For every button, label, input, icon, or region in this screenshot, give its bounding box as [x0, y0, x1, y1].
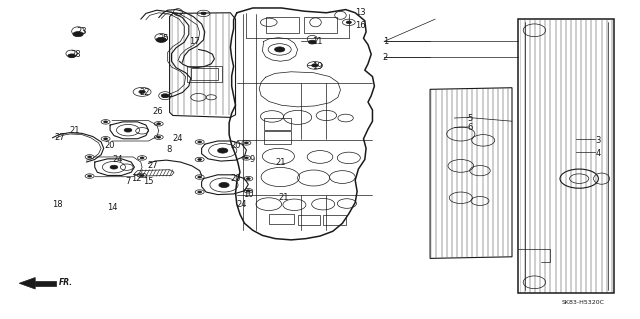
Text: 26: 26: [152, 107, 163, 116]
Circle shape: [161, 94, 169, 98]
Circle shape: [201, 12, 206, 15]
Text: 2: 2: [383, 53, 388, 62]
Circle shape: [157, 136, 161, 138]
Text: 21: 21: [278, 193, 289, 202]
Bar: [323, 215, 346, 225]
Circle shape: [104, 121, 108, 123]
Text: 24: 24: [237, 200, 247, 209]
Text: 3: 3: [595, 136, 600, 145]
Circle shape: [244, 157, 248, 159]
Bar: [298, 215, 320, 225]
Circle shape: [198, 141, 202, 143]
Circle shape: [157, 123, 161, 125]
Text: 12: 12: [131, 174, 141, 183]
Circle shape: [312, 64, 318, 67]
Text: 21: 21: [275, 158, 285, 167]
Polygon shape: [35, 281, 56, 286]
Circle shape: [198, 159, 202, 160]
Text: 5: 5: [467, 114, 472, 122]
Circle shape: [219, 182, 229, 188]
Text: 6: 6: [467, 123, 472, 132]
Circle shape: [246, 178, 250, 180]
Text: 22: 22: [140, 88, 150, 97]
Text: 16: 16: [355, 21, 366, 30]
Circle shape: [198, 176, 202, 178]
Circle shape: [88, 175, 92, 177]
Text: 19: 19: [312, 63, 322, 71]
Circle shape: [244, 142, 248, 144]
Text: 17: 17: [189, 37, 200, 46]
Bar: [191, 68, 218, 80]
Text: 25: 25: [159, 34, 169, 43]
Text: 1: 1: [383, 37, 388, 46]
Circle shape: [110, 165, 118, 169]
Circle shape: [275, 47, 285, 52]
Circle shape: [218, 148, 228, 153]
Text: 14: 14: [108, 203, 118, 212]
Text: 15: 15: [143, 177, 153, 186]
Circle shape: [124, 128, 132, 132]
Polygon shape: [19, 278, 35, 289]
Text: 27: 27: [54, 133, 65, 142]
Text: 4: 4: [595, 149, 600, 158]
Bar: [264, 118, 291, 130]
Text: FR.: FR.: [59, 278, 73, 287]
Text: 20: 20: [104, 141, 115, 150]
Text: 18: 18: [52, 200, 63, 209]
Text: SK83-H5320C: SK83-H5320C: [562, 300, 605, 305]
Bar: [264, 131, 291, 144]
Circle shape: [73, 32, 83, 37]
Circle shape: [346, 21, 351, 24]
Text: 23: 23: [77, 27, 88, 36]
Text: 10: 10: [243, 190, 253, 199]
Text: 13: 13: [355, 8, 366, 17]
Text: 20: 20: [230, 141, 241, 150]
Circle shape: [198, 191, 202, 193]
Text: 24: 24: [112, 155, 122, 164]
Bar: [269, 214, 294, 224]
Text: 9: 9: [250, 155, 255, 164]
Text: 8: 8: [166, 145, 172, 154]
Circle shape: [140, 174, 144, 176]
Circle shape: [140, 157, 144, 159]
Circle shape: [156, 37, 166, 42]
Text: 20: 20: [230, 174, 241, 183]
Text: 7: 7: [125, 177, 130, 186]
Circle shape: [88, 156, 92, 158]
Circle shape: [246, 190, 250, 192]
Text: 11: 11: [312, 37, 323, 46]
Circle shape: [308, 40, 316, 44]
Text: 27: 27: [147, 161, 158, 170]
Text: 21: 21: [70, 126, 80, 135]
Circle shape: [68, 54, 76, 58]
Circle shape: [104, 138, 108, 140]
Circle shape: [139, 90, 145, 93]
Bar: [266, 17, 299, 33]
Text: 28: 28: [70, 50, 81, 59]
Text: 24: 24: [173, 134, 183, 143]
Bar: [187, 66, 222, 82]
Bar: [304, 17, 337, 33]
